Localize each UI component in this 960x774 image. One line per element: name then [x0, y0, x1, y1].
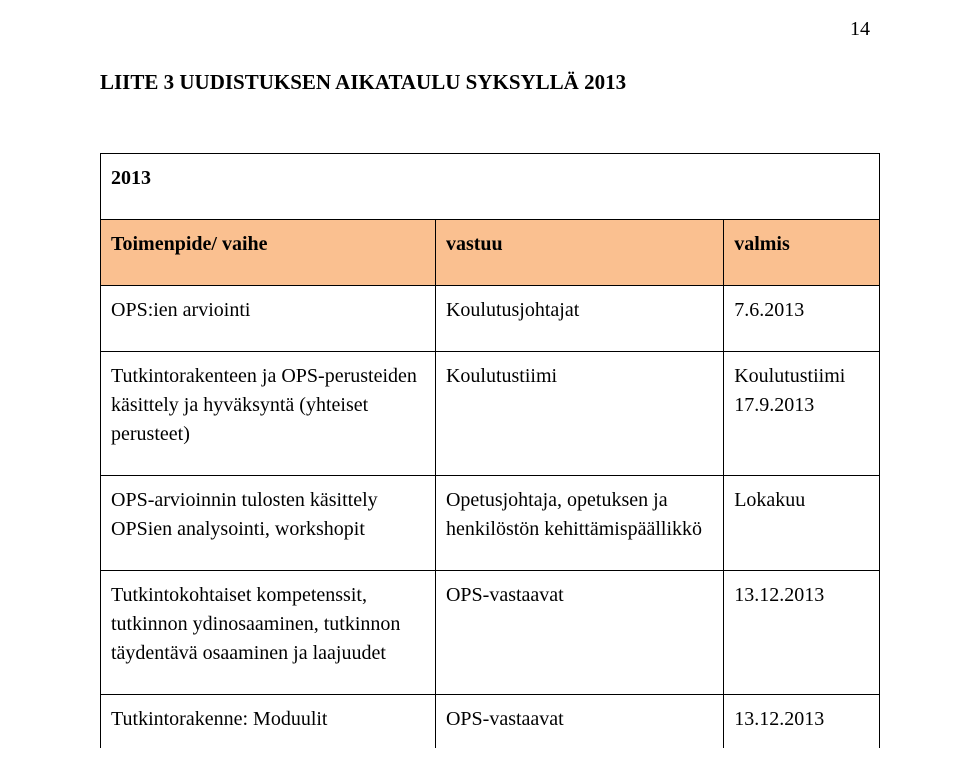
cell-done: Koulutustiimi 17.9.2013 [724, 352, 880, 476]
cell-owner: OPS-vastaavat [435, 695, 723, 749]
table-row: OPS:ien arviointi Koulutusjohtajat 7.6.2… [101, 286, 880, 352]
cell-action: Tutkintorakenne: Moduulit [101, 695, 436, 749]
cell-done: 13.12.2013 [724, 571, 880, 695]
header-col3: valmis [724, 220, 880, 286]
cell-action: Tutkintorakenteen ja OPS-perusteiden käs… [101, 352, 436, 476]
cell-action: Tutkintokohtaiset kompetenssit, tutkinno… [101, 571, 436, 695]
table-row: Tutkintorakenteen ja OPS-perusteiden käs… [101, 352, 880, 476]
cell-owner: Koulutusjohtajat [435, 286, 723, 352]
table-row: Tutkintokohtaiset kompetenssit, tutkinno… [101, 571, 880, 695]
cell-action: OPS:ien arviointi [101, 286, 436, 352]
page: 14 LIITE 3 UUDISTUKSEN AIKATAULU SYKSYLL… [0, 0, 960, 774]
cell-done: 7.6.2013 [724, 286, 880, 352]
document-heading: LIITE 3 UUDISTUKSEN AIKATAULU SYKSYLLÄ 2… [100, 70, 880, 95]
cell-owner: Koulutustiimi [435, 352, 723, 476]
schedule-table: 2013 Toimenpide/ vaihe vastuu valmis OPS… [100, 153, 880, 748]
table-row: OPS-arvioinnin tulosten käsittely OPSien… [101, 476, 880, 571]
cell-owner: Opetusjohtaja, opetuksen ja henkilöstön … [435, 476, 723, 571]
table-row: Tutkintorakenne: Moduulit OPS-vastaavat … [101, 695, 880, 749]
year-cell: 2013 [101, 154, 880, 220]
cell-action: OPS-arvioinnin tulosten käsittely OPSien… [101, 476, 436, 571]
table-header-row: Toimenpide/ vaihe vastuu valmis [101, 220, 880, 286]
header-col2: vastuu [435, 220, 723, 286]
table-year-row: 2013 [101, 154, 880, 220]
page-number: 14 [850, 18, 870, 41]
cell-done: 13.12.2013 [724, 695, 880, 749]
header-col1: Toimenpide/ vaihe [101, 220, 436, 286]
cell-done: Lokakuu [724, 476, 880, 571]
cell-owner: OPS-vastaavat [435, 571, 723, 695]
